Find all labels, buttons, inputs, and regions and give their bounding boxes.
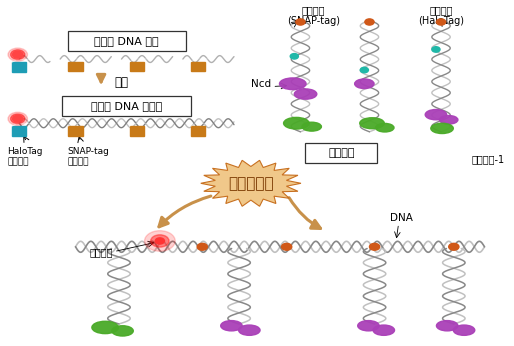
Ellipse shape (221, 321, 242, 331)
Ellipse shape (302, 122, 321, 131)
Ellipse shape (358, 321, 379, 331)
Bar (191, 62, 206, 71)
Ellipse shape (360, 118, 384, 129)
Circle shape (11, 50, 25, 60)
Circle shape (290, 54, 299, 59)
Bar (68, 62, 83, 71)
Circle shape (432, 47, 440, 52)
Text: 一本鎖 DNA 断片: 一本鎖 DNA 断片 (95, 36, 159, 46)
FancyBboxPatch shape (305, 144, 377, 163)
Circle shape (13, 115, 23, 122)
Circle shape (11, 114, 25, 124)
Ellipse shape (112, 326, 133, 336)
Text: DNA: DNA (390, 213, 413, 223)
Bar (130, 62, 144, 71)
Text: 二本鎖 DNA の足場: 二本鎖 DNA の足場 (91, 101, 162, 111)
Bar (130, 126, 144, 136)
Bar (12, 63, 26, 72)
FancyBboxPatch shape (63, 96, 191, 116)
Circle shape (360, 67, 369, 73)
Ellipse shape (355, 79, 374, 89)
Circle shape (282, 243, 292, 250)
Text: 酵素タグ
(HaloTag): 酵素タグ (HaloTag) (418, 5, 464, 26)
FancyBboxPatch shape (68, 31, 186, 51)
Text: Ncd: Ncd (251, 79, 271, 89)
Bar (12, 126, 26, 136)
Text: 酵素タグ
(SNAP-tag): 酵素タグ (SNAP-tag) (287, 5, 340, 26)
Text: HaloTag
リガンド: HaloTag リガンド (8, 147, 43, 167)
Circle shape (13, 51, 23, 58)
Ellipse shape (373, 325, 395, 335)
Circle shape (296, 19, 305, 25)
Circle shape (449, 243, 459, 250)
Circle shape (8, 48, 27, 61)
Circle shape (436, 19, 446, 25)
Ellipse shape (238, 325, 260, 335)
Text: 結合: 結合 (115, 75, 129, 89)
Text: SNAP-tag
リガンド: SNAP-tag リガンド (68, 147, 109, 167)
Ellipse shape (284, 117, 309, 129)
Bar (68, 126, 83, 136)
Text: キネシン-1: キネシン-1 (472, 154, 505, 164)
Text: 生体分子: 生体分子 (328, 148, 355, 158)
Bar (191, 126, 206, 136)
Circle shape (197, 243, 208, 250)
Ellipse shape (436, 321, 458, 331)
Ellipse shape (439, 116, 458, 124)
Circle shape (370, 243, 380, 250)
Polygon shape (201, 160, 301, 206)
Text: 蛍光色素: 蛍光色素 (89, 248, 113, 258)
Circle shape (8, 112, 27, 125)
Circle shape (365, 19, 374, 25)
Ellipse shape (376, 124, 394, 132)
Circle shape (151, 235, 169, 247)
Ellipse shape (425, 109, 447, 120)
Ellipse shape (92, 321, 118, 334)
Circle shape (144, 231, 175, 251)
Ellipse shape (453, 325, 475, 335)
Text: 自己組織化: 自己組織化 (228, 176, 273, 191)
Ellipse shape (280, 78, 306, 90)
Ellipse shape (431, 123, 453, 134)
Ellipse shape (295, 89, 317, 99)
Circle shape (155, 238, 164, 244)
